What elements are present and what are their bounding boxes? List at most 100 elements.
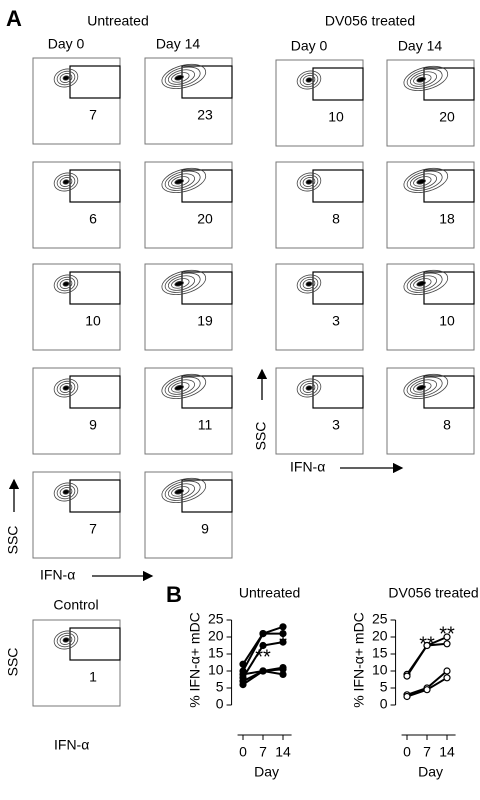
flow-plot (32, 57, 121, 145)
axis-label: SSC (5, 648, 21, 677)
x-tick-label: 0 (239, 744, 247, 760)
data-point (403, 672, 411, 680)
contour (171, 72, 190, 83)
column-header: Day 0 (291, 38, 328, 54)
data-point (443, 640, 451, 648)
data-point (239, 670, 247, 679)
contour (53, 274, 79, 294)
contour (174, 488, 184, 495)
contour (299, 174, 319, 190)
y-tick-label: 20 (208, 628, 224, 644)
contour (59, 383, 73, 393)
significance: ** (419, 633, 435, 655)
contour (403, 269, 449, 295)
contour (403, 65, 449, 91)
flow-plot (275, 59, 364, 147)
data-point (423, 686, 431, 694)
column-header: Day 14 (156, 36, 201, 52)
y-tick-label: 5 (216, 679, 224, 695)
gate (312, 67, 364, 101)
contour (416, 280, 426, 287)
gate-value: 20 (197, 211, 213, 227)
gate-value: 9 (89, 417, 97, 433)
y-tick-label: 25 (208, 611, 224, 627)
gate (69, 375, 121, 409)
flow-plot (386, 161, 475, 249)
contour (413, 74, 432, 85)
group-title: Untreated (87, 13, 148, 29)
contour (164, 376, 201, 397)
contour (296, 378, 322, 398)
chart-title: Untreated (239, 585, 300, 601)
contour (59, 635, 73, 645)
data-point (443, 633, 451, 641)
significance: ** (439, 623, 455, 645)
y-tick-label: 10 (208, 662, 224, 678)
contour (296, 70, 322, 90)
flow-plot (144, 57, 233, 145)
data-point (239, 680, 247, 689)
flow-plot (386, 263, 475, 351)
gate-value: 9 (201, 521, 209, 537)
gate-value: 3 (332, 417, 340, 433)
flow-plot (386, 59, 475, 147)
contour (62, 179, 70, 185)
contour (53, 68, 79, 88)
contour (403, 167, 449, 193)
contour (403, 373, 449, 399)
data-point (259, 667, 267, 675)
contour (164, 480, 201, 501)
x-tick-label: 7 (259, 744, 267, 760)
gate-value: 3 (332, 313, 340, 329)
contour (305, 77, 313, 83)
contour (302, 177, 316, 187)
contour (409, 379, 438, 395)
contour (167, 69, 196, 85)
contour (171, 382, 190, 393)
flow-plot (32, 161, 121, 249)
contour (161, 477, 207, 503)
gate (181, 375, 233, 409)
gate (181, 271, 233, 305)
column-header: Day 0 (48, 36, 85, 52)
contour (56, 632, 76, 648)
gate (181, 65, 233, 99)
data-point (279, 638, 287, 646)
contour (59, 487, 73, 497)
contour (406, 68, 443, 89)
y-axis-label: % IFN-α+ mDC (186, 612, 202, 708)
gate (312, 271, 364, 305)
contour (56, 380, 76, 396)
gate (69, 479, 121, 513)
contour (174, 74, 184, 81)
contour (53, 172, 79, 192)
contour (161, 63, 207, 89)
contour (164, 170, 201, 191)
y-tick-label: 10 (372, 662, 388, 678)
contour (406, 272, 443, 293)
data-point (279, 663, 287, 672)
contour (62, 637, 70, 643)
axis-label: IFN-α (54, 737, 89, 753)
flow-plot (386, 367, 475, 455)
significance: * (279, 633, 287, 655)
panel-label: B (166, 582, 182, 607)
gate (69, 65, 121, 99)
x-axis-label: Day (418, 764, 443, 780)
contour (174, 384, 184, 391)
contour (305, 385, 313, 391)
contour (302, 75, 316, 85)
y-tick-label: 0 (216, 696, 224, 712)
flow-plot (275, 367, 364, 455)
flow-plot (32, 367, 121, 455)
contour (171, 176, 190, 187)
x-axis-label: Day (254, 764, 279, 780)
gate (423, 375, 475, 409)
gate-value: 11 (198, 417, 213, 433)
contour (167, 173, 196, 189)
gate (423, 169, 475, 203)
data-point (403, 692, 411, 701)
contour (62, 75, 70, 81)
